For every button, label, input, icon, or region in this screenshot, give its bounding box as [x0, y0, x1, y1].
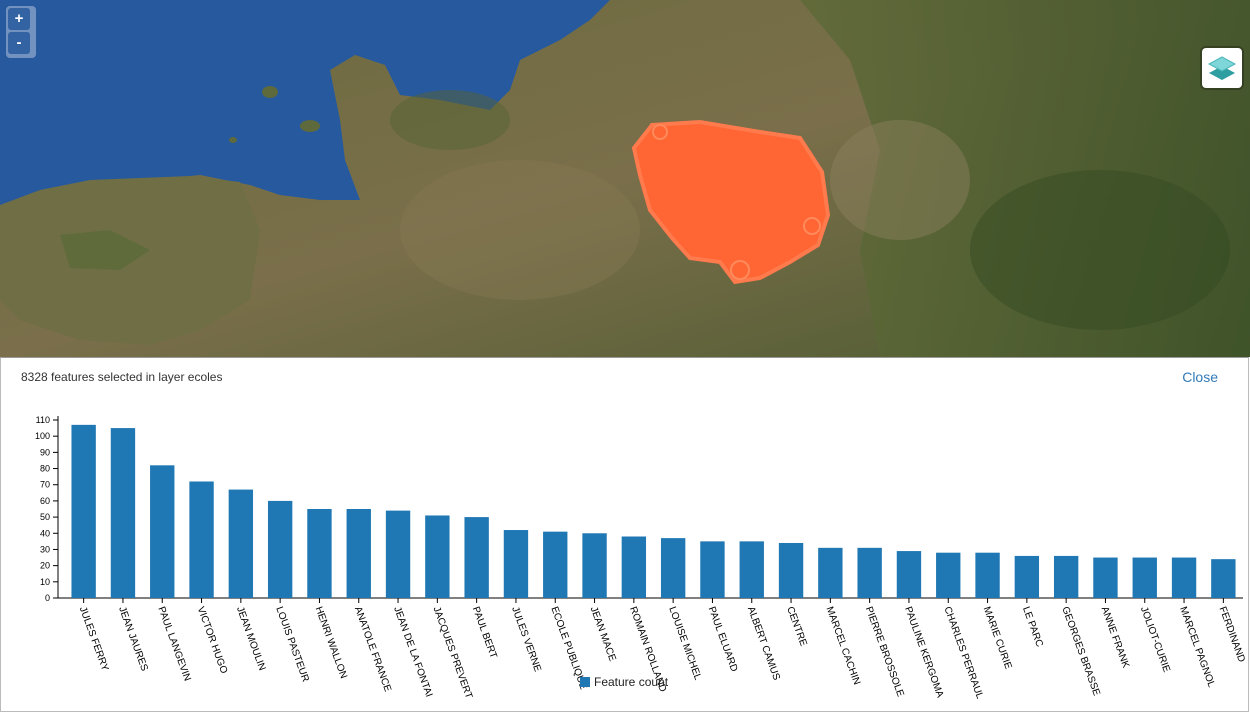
bar — [189, 481, 214, 598]
bar — [778, 542, 804, 598]
legend-swatch — [580, 677, 590, 687]
legend-label: Feature count — [594, 675, 669, 689]
y-tick-label: 110 — [36, 415, 50, 425]
bar — [228, 489, 254, 598]
bar — [896, 551, 922, 598]
x-tick-label: ALBERT CAMUS — [745, 605, 782, 682]
bar — [267, 500, 293, 598]
bar — [385, 510, 411, 598]
selected-features[interactable] — [631, 119, 831, 285]
bar — [582, 533, 607, 598]
bar — [1132, 557, 1157, 598]
x-tick-label: PAULINE KERGOMA — [902, 605, 945, 699]
selection-summary: 8328 features selected in layer ecoles — [21, 370, 223, 384]
zoom-out-button[interactable]: - — [8, 32, 30, 54]
x-tick-label: MARCEL CACHIN — [824, 605, 863, 686]
chart-legend: Feature count — [580, 675, 668, 689]
x-tick-label: PAUL LANGEVIN — [155, 605, 192, 682]
satellite-basemap — [0, 0, 1250, 357]
x-tick-label: LOUIS PASTEUR — [273, 605, 310, 683]
y-tick-label: 30 — [40, 544, 50, 554]
bar — [975, 552, 1000, 598]
x-tick-label: JEAN MACE — [588, 605, 618, 663]
bar — [818, 547, 843, 598]
y-tick-label: 100 — [35, 431, 50, 441]
x-tick-label: MARIE CURIE — [981, 605, 1014, 671]
x-tick-label: HENRI WALLON — [313, 605, 349, 680]
bar — [857, 547, 882, 598]
x-tick-label: JOLIOT-CURIE — [1138, 605, 1172, 674]
y-tick-label: 10 — [40, 577, 50, 587]
bar — [1093, 557, 1118, 598]
bar — [1171, 557, 1197, 598]
x-tick-label: MARCEL PAGNOL — [1177, 605, 1217, 689]
land-east — [800, 0, 1250, 357]
x-tick-label: JULES FERRY — [77, 605, 111, 673]
x-tick-label: JULES VERNE — [509, 605, 543, 673]
layer-switcher-button[interactable] — [1202, 48, 1242, 88]
y-tick-label: 20 — [40, 561, 50, 571]
x-tick-label: PIERRE BROSSOLE — [863, 605, 906, 698]
y-tick-label: 40 — [40, 528, 50, 538]
x-tick-label: JACQUES PREVERT — [431, 605, 475, 700]
x-tick-label: LE PARC — [1020, 605, 1045, 648]
bar — [346, 509, 371, 598]
bar — [71, 424, 96, 598]
y-tick-label: 70 — [40, 480, 50, 490]
y-tick-label: 0 — [45, 593, 50, 603]
layers-icon — [1207, 56, 1237, 80]
x-tick-label: PAUL BERT — [470, 605, 499, 660]
bar — [1014, 555, 1040, 598]
bar — [307, 509, 332, 598]
y-tick-label: 60 — [40, 496, 50, 506]
bar — [660, 538, 686, 598]
bar — [503, 530, 529, 598]
y-tick-label: 50 — [40, 512, 50, 522]
x-tick-label: PAUL ELUARD — [706, 605, 740, 673]
y-tick-label: 90 — [40, 447, 50, 457]
bar — [739, 541, 764, 598]
x-tick-label: JEAN DE LA FONTAI — [391, 605, 434, 698]
x-tick-label: CENTRE — [784, 605, 809, 648]
bar — [1053, 555, 1079, 598]
bar — [110, 428, 136, 598]
x-tick-label: JEAN MOULIN — [234, 605, 267, 672]
close-button[interactable]: Close — [1182, 369, 1218, 385]
x-tick-label: VICTOR HUGO — [195, 605, 229, 675]
x-tick-label: ANATOLE FRANCE — [352, 605, 393, 693]
zoom-control: + - — [6, 6, 36, 58]
x-tick-label: JEAN JAURES — [116, 605, 150, 673]
x-tick-label: CHARLES PERRAUL — [941, 605, 985, 701]
y-tick-label: 80 — [40, 464, 50, 474]
bar — [700, 541, 725, 598]
bar — [936, 552, 961, 598]
bar — [464, 517, 489, 598]
bar — [543, 531, 568, 598]
x-tick-label: FERDINAND — [1217, 605, 1247, 664]
x-tick-label: ANNE FRANK — [1099, 605, 1131, 670]
selection-panel: 0 10 20 30 40 50 60 70 80 90 100 110 JULES FERRY JEAN… — [0, 357, 1249, 712]
bar — [1211, 559, 1236, 598]
x-tick-label: LOUISE MICHEL — [666, 605, 703, 682]
bar — [425, 515, 450, 598]
x-tick-label: GEORGES BRASSE — [1059, 605, 1102, 697]
zoom-in-button[interactable]: + — [8, 8, 30, 30]
map-view[interactable]: + - — [0, 0, 1250, 357]
bar — [621, 536, 647, 598]
bar — [150, 465, 175, 598]
